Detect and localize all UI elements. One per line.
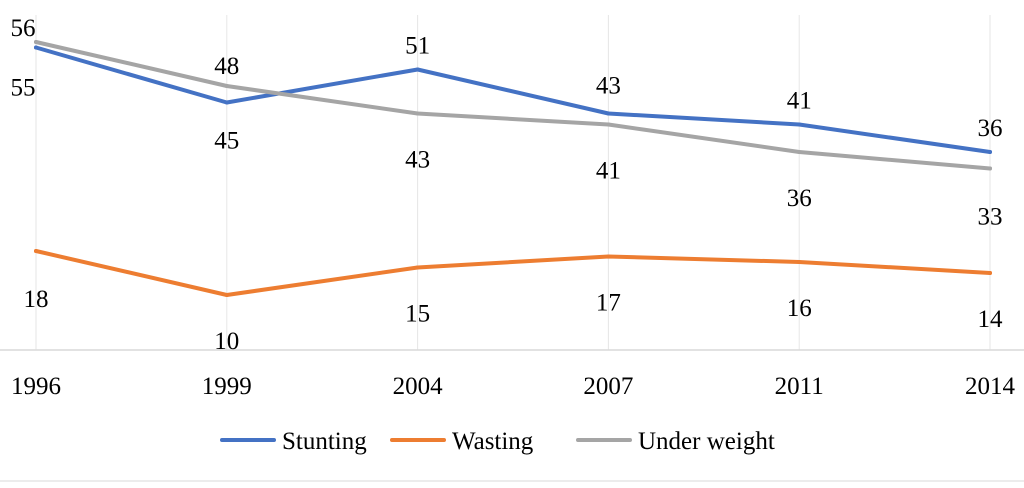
data-label: 33: [978, 204, 1003, 231]
series-line-stunting: [34, 45, 992, 154]
series-line-wasting: [34, 249, 992, 297]
data-point: [797, 122, 802, 127]
data-point: [988, 271, 992, 275]
x-tick-label: 1996: [11, 373, 61, 400]
data-point: [415, 265, 420, 270]
x-tick-label: 2014: [965, 373, 1016, 400]
data-label: 43: [596, 73, 621, 100]
data-point: [34, 249, 38, 253]
data-label: 41: [596, 158, 621, 185]
legend-label: Under weight: [638, 428, 775, 455]
data-label: 16: [787, 295, 812, 322]
data-label: 17: [596, 290, 621, 317]
legend-label: Stunting: [282, 428, 367, 455]
x-tick-label: 1999: [202, 373, 252, 400]
data-point: [34, 45, 38, 50]
data-label: 43: [405, 147, 430, 174]
data-label: 41: [787, 88, 812, 115]
x-tick-label: 2011: [775, 373, 824, 400]
series-line-under-weight: [34, 40, 992, 171]
data-point: [224, 293, 229, 297]
data-label: 18: [24, 286, 49, 313]
x-tick-label: 2007: [583, 373, 633, 400]
series-layer: [34, 40, 992, 297]
data-point: [988, 166, 992, 171]
data-point: [606, 254, 611, 259]
grid-layer: [35, 15, 991, 350]
axis-layer: 1996 1999 2004 2007 2011 2014: [0, 349, 1024, 400]
label-layer: 55 45 51 43 41 36 18 10 15 17 16 14 56 48 43 41 36 33: [11, 15, 1004, 355]
data-label: 51: [405, 33, 430, 60]
data-point: [415, 67, 420, 72]
data-point: [797, 260, 802, 264]
data-label: 48: [214, 53, 239, 80]
data-label: 14: [978, 306, 1004, 333]
data-point: [224, 84, 229, 88]
data-label: 36: [978, 115, 1003, 142]
data-point: [797, 150, 802, 154]
data-point: [415, 111, 420, 116]
data-label: 45: [214, 128, 239, 155]
legend: Stunting Wasting Under weight: [220, 428, 775, 455]
data-point: [988, 150, 992, 154]
data-label: 56: [11, 15, 36, 42]
legend-label: Wasting: [452, 428, 534, 455]
data-point: [606, 122, 611, 127]
data-point: [606, 111, 611, 116]
data-point: [34, 40, 38, 44]
data-point: [224, 100, 229, 105]
data-label: 55: [11, 75, 36, 102]
data-label: 36: [787, 185, 812, 212]
data-label: 10: [214, 328, 239, 355]
x-tick-label: 2004: [393, 373, 444, 400]
data-label: 15: [405, 301, 430, 328]
